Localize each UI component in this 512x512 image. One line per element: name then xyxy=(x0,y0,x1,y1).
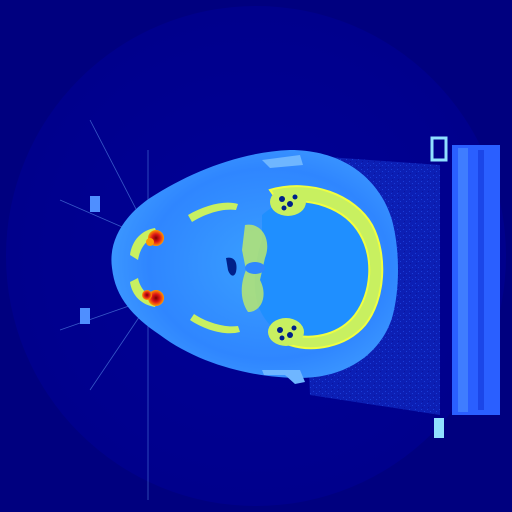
clivus xyxy=(245,262,265,274)
mandible-bottom xyxy=(190,314,240,334)
dental-filling-bottom xyxy=(142,290,164,306)
holder-bottom xyxy=(262,370,305,384)
fiducial-marker-top xyxy=(90,196,100,212)
brain xyxy=(254,196,374,340)
pharynx xyxy=(226,257,237,276)
temporal-bone-bottom xyxy=(268,318,304,346)
temporal-bone-top xyxy=(270,188,306,216)
dental-filling-top xyxy=(146,230,164,246)
mandible-top xyxy=(188,202,238,222)
holder-top xyxy=(262,155,303,168)
scanner-table xyxy=(430,136,500,438)
fiducial-marker-bottom xyxy=(80,308,90,324)
